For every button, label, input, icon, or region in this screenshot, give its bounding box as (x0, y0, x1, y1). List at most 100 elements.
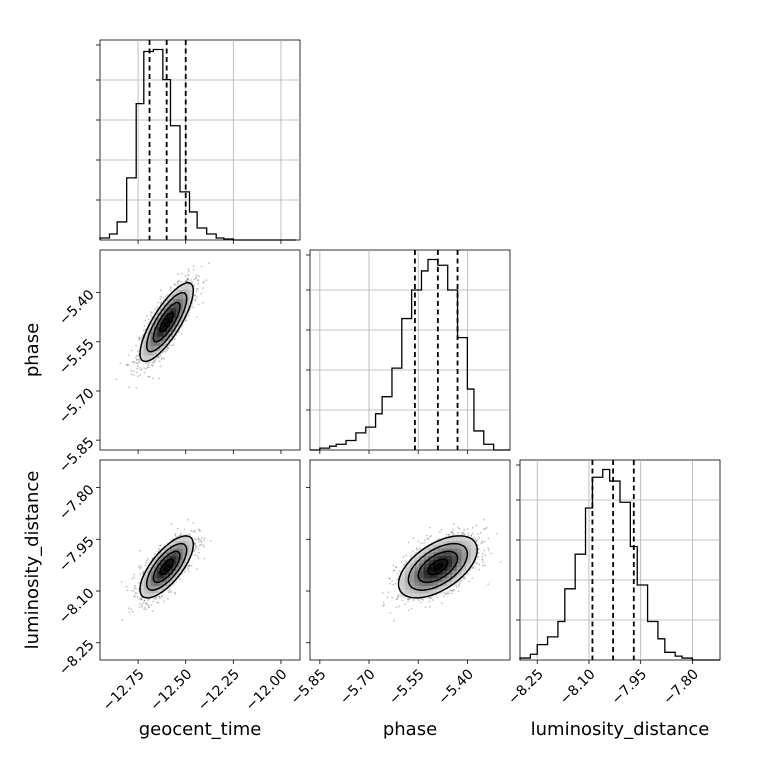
density-cell (144, 570, 148, 575)
sample-point (172, 344, 175, 346)
density-cell (141, 593, 145, 598)
density-cell (470, 552, 476, 557)
density-cell (185, 548, 190, 553)
sample-point (476, 556, 479, 559)
sample-point (453, 523, 455, 525)
density-cell (452, 540, 458, 545)
sample-point (153, 553, 156, 555)
density-cell (163, 585, 168, 590)
sample-point (188, 565, 191, 567)
density-cell (179, 317, 184, 323)
density-cell (179, 289, 184, 295)
density-cell (189, 289, 193, 295)
x-tick-label: −5.55 (386, 666, 428, 708)
sample-point (136, 362, 138, 364)
sample-point (480, 542, 483, 545)
sample-point (158, 597, 161, 600)
sample-point (161, 595, 163, 598)
sample-point (159, 365, 162, 368)
density-cell (185, 537, 190, 542)
sample-point (485, 526, 488, 529)
density-cell (447, 581, 453, 586)
density-cell (433, 589, 439, 594)
sample-point (202, 281, 205, 284)
density-cell (414, 585, 420, 590)
density-cell (470, 540, 476, 545)
density-cell (409, 570, 415, 575)
sample-point (453, 588, 455, 591)
density-cell (442, 559, 448, 564)
density-cell (400, 589, 406, 594)
density-cell (147, 336, 152, 342)
sample-point (481, 555, 483, 558)
sample-point (157, 601, 160, 604)
density-cell (466, 540, 472, 545)
sample-point (179, 578, 182, 581)
density-cell (470, 537, 476, 542)
y-tick-label: −5.40 (56, 287, 98, 329)
density-cell (176, 537, 180, 542)
density-cell (166, 570, 171, 575)
y-tick-label: −5.70 (56, 385, 98, 427)
density-cell (189, 544, 193, 549)
sample-point (151, 610, 154, 612)
sample-point (187, 274, 189, 277)
sample-point (397, 596, 400, 599)
density-cell (182, 563, 187, 568)
sample-point (160, 358, 163, 361)
contour-level-1 (427, 558, 449, 576)
density-cell (404, 578, 410, 583)
density-cell (179, 566, 184, 571)
density-cell (456, 548, 462, 553)
sample-point (481, 541, 484, 544)
density-cell (141, 589, 145, 594)
density-cell (160, 326, 164, 332)
sample-point (155, 596, 158, 599)
density-cell (153, 336, 158, 342)
sample-point (428, 600, 431, 603)
sample-point (450, 592, 453, 595)
sample-point (198, 551, 200, 554)
sample-point (197, 288, 199, 291)
density-cell (147, 581, 152, 586)
sample-point (145, 561, 148, 564)
density-cell (163, 563, 168, 568)
sample-point (185, 279, 188, 282)
density-cell (466, 544, 472, 549)
sample-point (487, 583, 490, 586)
density-cell (157, 322, 161, 328)
contour-level-3 (145, 542, 188, 591)
density-cell (423, 581, 429, 586)
sample-point (138, 361, 141, 364)
x-tick-label: −5.85 (288, 666, 330, 708)
sample-point (137, 336, 140, 339)
contour-level-1 (159, 311, 175, 333)
density-cell (153, 589, 158, 594)
sample-point (142, 571, 144, 574)
density-cell (176, 566, 180, 571)
sample-point (142, 571, 145, 574)
sample-point (477, 556, 480, 558)
sample-point (198, 529, 201, 531)
sample-point (484, 554, 487, 556)
sample-point (154, 308, 157, 311)
sample-point (200, 543, 202, 546)
sample-point (144, 319, 147, 322)
density-cell (169, 322, 174, 328)
density-cell (447, 555, 453, 560)
sample-point (396, 578, 399, 580)
density-cell (428, 585, 434, 590)
sample-point (137, 358, 140, 361)
density-cell (141, 581, 145, 586)
density-cell (419, 578, 425, 583)
sample-point (440, 528, 443, 531)
density-cell (157, 552, 161, 557)
density-cell (173, 317, 177, 323)
sample-point (470, 534, 473, 537)
sample-point (177, 282, 179, 285)
sample-point (382, 604, 385, 607)
sample-point (194, 544, 197, 547)
density-cell (157, 326, 161, 332)
density-cell (414, 570, 420, 575)
density-cell (157, 581, 161, 586)
